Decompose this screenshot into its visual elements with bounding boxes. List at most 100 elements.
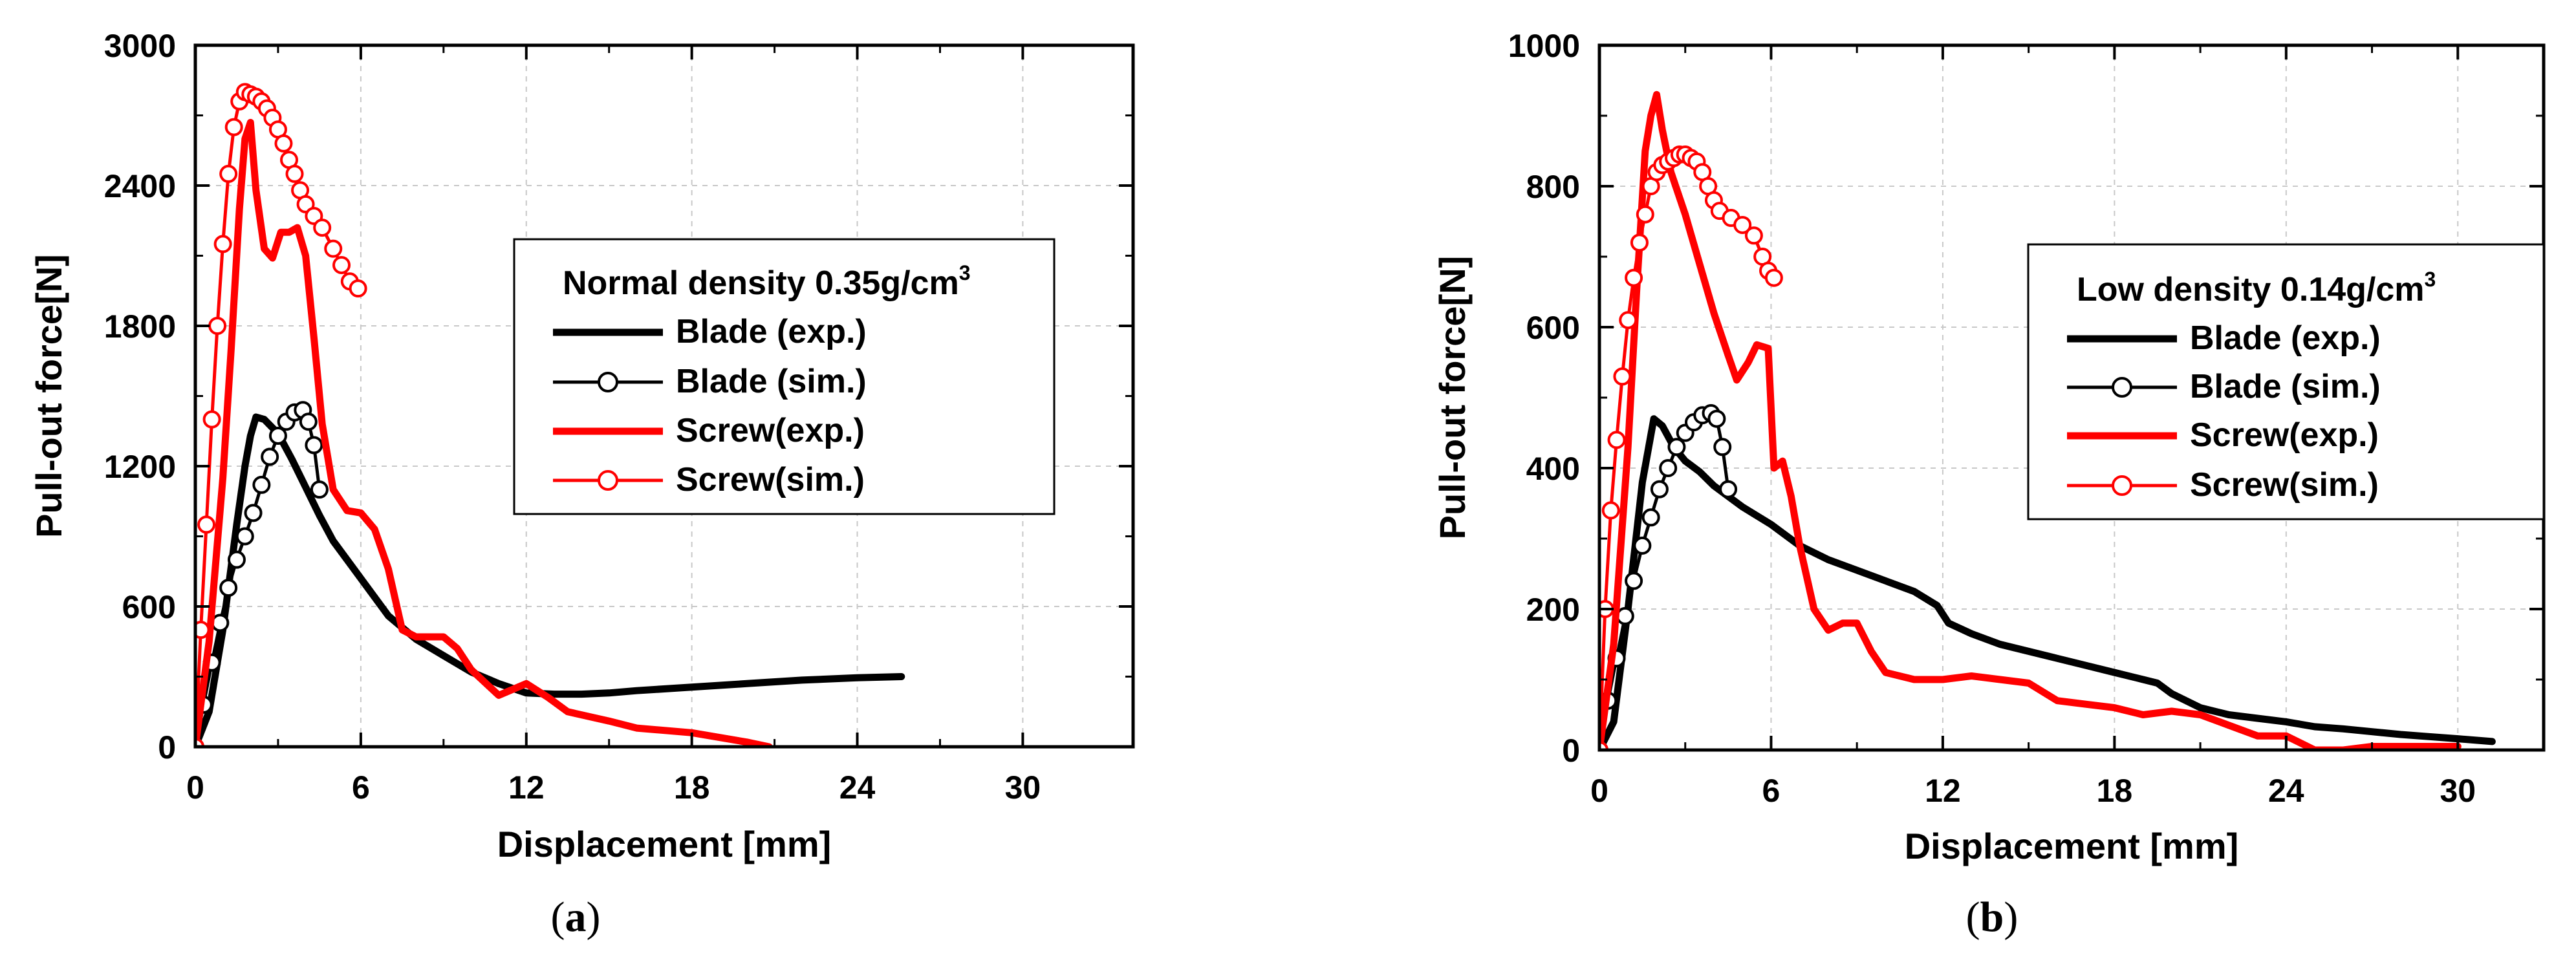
y-axis-label: Pull-out force[N] [1432, 256, 1473, 540]
data-point [310, 480, 329, 499]
x-axis-label: Displacement [mm] [497, 824, 832, 864]
data-point [195, 738, 204, 747]
panel-caption: (b) [1966, 894, 2019, 941]
series-line [195, 413, 905, 747]
legend-marker [2112, 377, 2132, 398]
data-point [268, 426, 287, 445]
y-tick-label: 800 [1526, 169, 1580, 205]
legend-label: Blade (exp.) [2190, 319, 2381, 357]
data-point [1641, 508, 1660, 527]
data-point [1636, 205, 1654, 224]
data-point [1633, 536, 1652, 555]
data-point [1630, 233, 1649, 252]
y-tick-label: 1200 [104, 449, 176, 485]
legend-label: Screw(sim.) [676, 461, 865, 498]
data-point [224, 118, 243, 136]
x-tick-label: 6 [352, 769, 370, 806]
y-tick-label: 200 [1526, 592, 1580, 628]
x-tick-label: 18 [674, 769, 710, 806]
data-point [195, 621, 210, 639]
y-tick-label: 1800 [104, 308, 176, 345]
y-tick-label: 0 [158, 729, 176, 766]
data-point [305, 436, 323, 455]
legend-label: Screw(exp.) [2190, 416, 2379, 454]
data-point [1659, 459, 1678, 477]
x-tick-label: 0 [186, 769, 204, 806]
data-point [213, 235, 232, 253]
legend: Normal density 0.35g/cm3 Blade (exp.) Blad… [513, 238, 1055, 515]
y-tick-label: 600 [1526, 310, 1580, 346]
x-tick-label: 12 [1925, 773, 1961, 809]
x-tick-label: 30 [1005, 769, 1041, 806]
data-point [244, 504, 263, 522]
data-point [1599, 741, 1608, 750]
data-point [252, 475, 271, 494]
x-tick-label: 12 [508, 769, 545, 806]
y-tick-label: 0 [1562, 733, 1580, 769]
data-point [1650, 480, 1669, 498]
series-3 [195, 83, 367, 747]
data-point [219, 164, 238, 183]
legend-label: Blade (sim.) [676, 363, 867, 400]
data-point [1616, 606, 1634, 625]
legend-marker [598, 372, 618, 392]
data-point [219, 579, 238, 597]
panel-caption: (a) [551, 894, 601, 941]
data-point [1625, 572, 1643, 590]
series-2 [195, 118, 773, 747]
y-tick-label: 400 [1526, 451, 1580, 487]
data-point [332, 255, 351, 274]
ticks: 0 6 12 18 24 30 0 600 1200 1800 2400 3000 [104, 28, 1133, 806]
data-point [208, 317, 227, 335]
data-point [324, 239, 343, 258]
y-tick-label: 1000 [1508, 28, 1580, 64]
data-point [1764, 268, 1783, 287]
data-point [285, 164, 304, 183]
legend-label: Screw(sim.) [2190, 466, 2379, 504]
series-3 [1599, 145, 1783, 750]
data-point [261, 447, 279, 466]
x-tick-label: 6 [1762, 773, 1780, 809]
data-point [1744, 226, 1763, 245]
y-tick-label: 3000 [104, 28, 176, 64]
data-point [299, 412, 318, 431]
data-point [313, 219, 332, 237]
x-axis-label: Displacement [mm] [1905, 826, 2239, 866]
series-1 [1599, 403, 1738, 750]
x-tick-label: 24 [2268, 773, 2304, 809]
series-line [195, 118, 773, 747]
series-0 [195, 413, 905, 747]
chart-a: 0 6 12 18 24 30 0 600 1200 1800 2400 3000 Displaceme… [28, 28, 1135, 941]
data-point [227, 550, 246, 569]
legend-marker [2112, 475, 2132, 496]
legend: Low density 0.14g/cm3 Blade (exp.) Blade (… [2027, 243, 2545, 520]
x-tick-label: 30 [2440, 773, 2476, 809]
data-point [1719, 480, 1738, 498]
x-tick-label: 24 [839, 769, 876, 806]
ticks: 0 6 12 18 24 30 0 200 400 600 800 1000 [1508, 28, 2544, 809]
legend-title: Normal density 0.35g/cm3 [563, 261, 970, 302]
y-tick-label: 600 [122, 589, 176, 625]
legend-label: Blade (exp.) [676, 313, 867, 350]
data-point [274, 134, 293, 153]
data-point [211, 614, 230, 632]
y-tick-label: 2400 [104, 168, 176, 204]
data-point [1707, 409, 1726, 428]
data-point [1733, 215, 1752, 234]
legend-title: Low density 0.14g/cm3 [2077, 268, 2436, 308]
data-point [1601, 501, 1620, 520]
x-tick-label: 0 [1590, 773, 1608, 809]
data-point [1667, 438, 1686, 456]
legend-marker [598, 470, 618, 491]
data-point [1619, 311, 1638, 330]
data-point [1613, 367, 1632, 386]
x-tick-label: 18 [2097, 773, 2133, 809]
data-point [1713, 438, 1732, 456]
y-axis-label: Pull-out force[N] [28, 254, 69, 538]
data-point [1607, 431, 1626, 449]
legend-label: Blade (sim.) [2190, 368, 2381, 405]
data-point [1625, 268, 1643, 287]
chart-b: 0 6 12 18 24 30 0 200 400 600 800 1000 Displacement … [1432, 28, 2546, 941]
data-point [235, 527, 254, 546]
